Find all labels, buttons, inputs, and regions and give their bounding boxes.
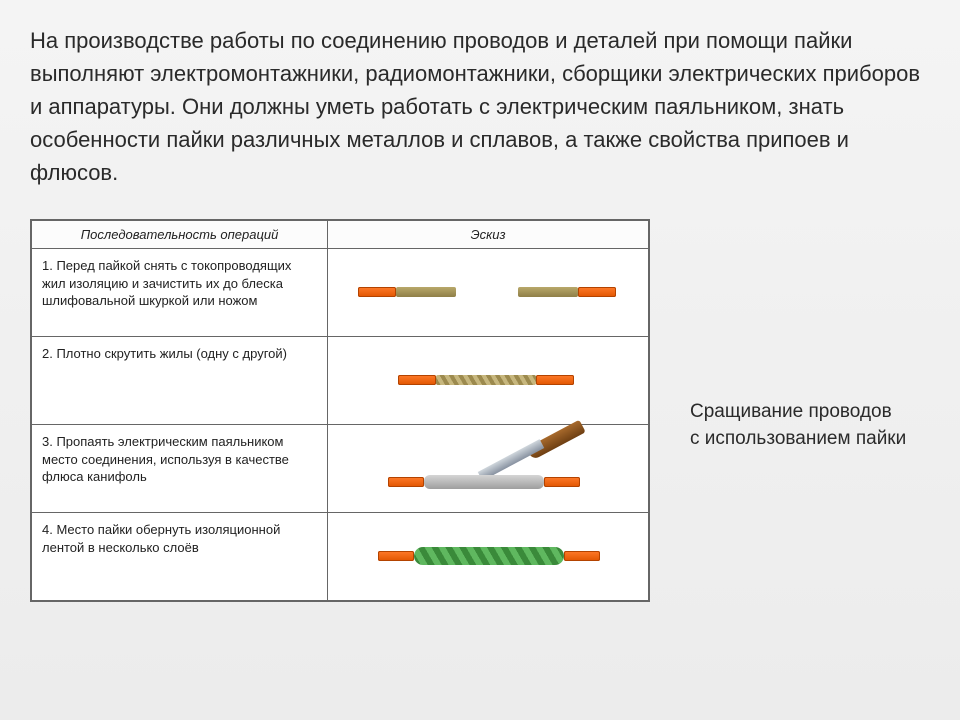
col-header-operations: Последовательность операций [32,221,328,249]
operations-table: Последовательность операций Эскиз 1. Пер… [30,219,650,602]
table-row: 3. Пропаять электрическим паяльником мес… [32,425,649,513]
operation-text: 2. Плотно скрутить жилы (одну с другой) [32,337,328,425]
operation-text: 1. Перед пайкой снять с токопроводящих ж… [32,249,328,337]
sketch-cell [328,425,649,513]
sketch-tape-wires [358,525,618,585]
caption-line1: Сращивание проводов [690,401,892,422]
sketch-strip-wires [358,261,618,321]
table-row: 4. Место пайки обернуть изоляционной лен… [32,513,649,601]
sketch-twist-wires [358,349,618,409]
sketch-cell [328,249,649,337]
col-header-sketch: Эскиз [328,221,649,249]
operation-text: 4. Место пайки обернуть изоляционной лен… [32,513,328,601]
caption-line2: с использованием пайки [690,428,906,449]
sketch-cell [328,337,649,425]
sketch-solder-wires [358,437,618,497]
sketch-cell [328,513,649,601]
table-row: 2. Плотно скрутить жилы (одну с другой) [32,337,649,425]
intro-paragraph: На производстве работы по соединению про… [0,0,960,199]
operation-text: 3. Пропаять электрическим паяльником мес… [32,425,328,513]
content-row: Последовательность операций Эскиз 1. Пер… [0,199,960,602]
table-row: 1. Перед пайкой снять с токопроводящих ж… [32,249,649,337]
figure-caption: Сращивание проводов с использованием пай… [690,399,906,452]
